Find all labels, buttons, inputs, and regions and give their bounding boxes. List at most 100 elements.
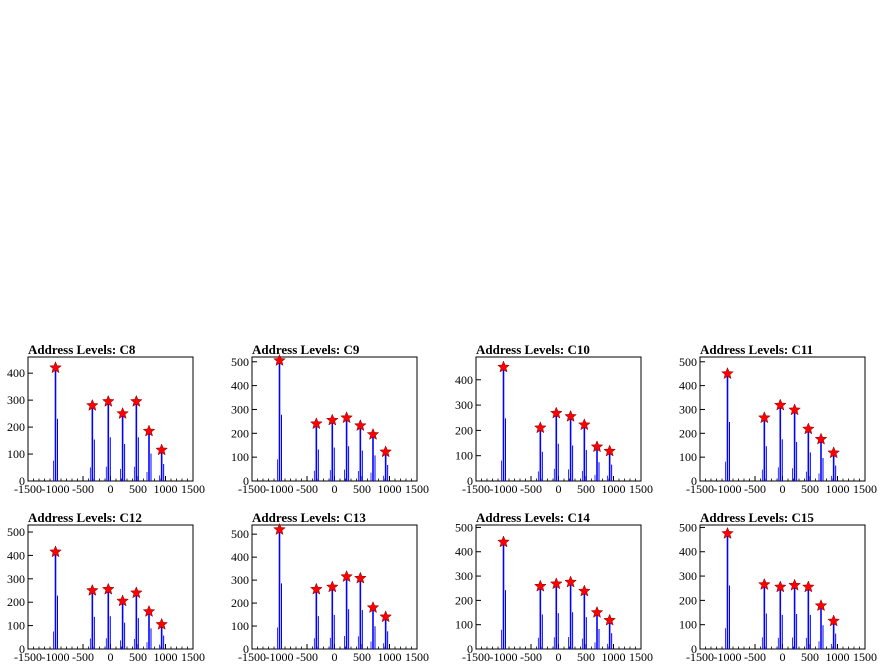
x-tick-label: 0: [780, 482, 786, 496]
y-tick-label: 300: [231, 402, 249, 416]
chart-panel: Address Levels: C14 0 100 200 300 400 500 -1500…: [455, 510, 653, 664]
chart-panel: Address Levels: C8 0 100 200 300 400 -1500 -100…: [7, 342, 205, 496]
x-tick-label: 500: [577, 482, 595, 496]
peak-marker: [309, 417, 323, 430]
peak-marker: [814, 599, 828, 612]
y-tick-label: 300: [7, 572, 25, 586]
peak-marker: [564, 575, 577, 588]
peak-marker: [757, 411, 771, 424]
x-tick-label: 1000: [378, 482, 402, 496]
y-tick-label: 100: [231, 619, 249, 633]
x-tick-label: 500: [577, 650, 595, 664]
x-tick-label: -1000: [714, 650, 742, 664]
peak-marker: [273, 353, 286, 366]
x-tick-label: 0: [556, 482, 562, 496]
x-tick-label: -1500: [462, 650, 490, 664]
peak-marker: [814, 432, 828, 445]
y-tick-label: 300: [231, 573, 249, 587]
x-tick-label: 1000: [602, 482, 626, 496]
peak-marker: [549, 577, 563, 590]
y-tick-label: 100: [7, 619, 25, 633]
y-tick-label: 100: [455, 449, 473, 463]
peak-marker: [827, 614, 841, 627]
y-tick-label: 400: [7, 366, 25, 380]
y-tick-label: 400: [455, 373, 473, 387]
x-tick-label: 500: [129, 482, 147, 496]
peak-marker: [533, 579, 547, 592]
x-tick-label: -1000: [490, 650, 518, 664]
x-tick-label: -500: [296, 650, 318, 664]
x-tick-label: 1000: [826, 482, 850, 496]
peak-marker: [273, 522, 286, 536]
peak-marker: [116, 594, 129, 607]
peak-marker: [827, 446, 841, 459]
peak-marker: [340, 569, 353, 583]
x-tick-label: -500: [72, 650, 94, 664]
x-tick-label: 1000: [602, 650, 626, 664]
x-tick-label: -1500: [14, 650, 42, 664]
y-tick-label: 200: [679, 426, 697, 440]
y-tick-label: 0: [467, 474, 473, 488]
x-tick-label: 1500: [629, 482, 653, 496]
peak-marker: [366, 600, 380, 614]
chart-panel: Address Levels: C12 0 100 200 300 400 500 -1500…: [7, 510, 205, 664]
peak-marker: [155, 617, 169, 630]
peak-marker: [549, 406, 563, 419]
x-tick-label: 0: [332, 482, 338, 496]
y-tick-label: 100: [231, 450, 249, 464]
peak-marker: [142, 424, 156, 437]
x-tick-label: -1500: [462, 482, 490, 496]
x-tick-label: 500: [353, 650, 371, 664]
x-tick-label: 1500: [405, 482, 429, 496]
peak-marker: [155, 443, 169, 456]
y-tick-label: 200: [7, 420, 25, 434]
peak-marker: [116, 406, 129, 420]
peak-marker: [85, 583, 99, 596]
y-tick-label: 500: [679, 355, 697, 369]
chart-panel: Address Levels: C15 0 100 200 300 400 500 -1500…: [679, 510, 877, 664]
x-tick-label: 1500: [853, 650, 877, 664]
y-tick-label: 400: [455, 545, 473, 559]
peak-marker: [721, 526, 734, 539]
x-tick-label: -500: [520, 650, 542, 664]
peak-marker: [325, 413, 339, 426]
x-tick-label: -1000: [490, 482, 518, 496]
x-tick-label: -1500: [14, 482, 42, 496]
y-tick-label: 0: [243, 642, 249, 656]
peak-marker: [590, 605, 604, 618]
chart-panel: Address Levels: C11 0 100 200 300 400 500 -1500…: [679, 342, 877, 496]
y-tick-label: 100: [455, 618, 473, 632]
x-tick-label: 500: [353, 482, 371, 496]
chart-title: Address Levels: C13: [252, 510, 366, 525]
y-tick-label: 400: [231, 379, 249, 393]
x-tick-label: 0: [108, 650, 114, 664]
x-tick-label: -500: [296, 482, 318, 496]
peak-marker: [497, 535, 510, 548]
y-tick-label: 0: [691, 474, 697, 488]
y-tick-label: 100: [7, 447, 25, 461]
peak-marker: [101, 582, 115, 595]
x-tick-label: -500: [72, 482, 94, 496]
y-tick-label: 300: [7, 393, 25, 407]
x-tick-label: 500: [129, 650, 147, 664]
x-tick-label: -500: [744, 482, 766, 496]
y-tick-label: 200: [7, 595, 25, 609]
x-tick-label: 1000: [826, 650, 850, 664]
x-tick-label: -1500: [686, 482, 714, 496]
y-tick-label: 500: [679, 520, 697, 534]
chart-panel: Address Levels: C13 0 100 200 300 400 500 -1500…: [231, 510, 429, 664]
peak-marker: [379, 610, 393, 623]
peak-marker: [366, 427, 380, 440]
x-tick-label: 1000: [154, 482, 178, 496]
y-tick-label: 0: [467, 642, 473, 656]
chart-panel: Address Levels: C90100200300400500-1500-…: [231, 342, 429, 496]
peak-marker: [497, 360, 510, 373]
x-tick-label: 1500: [629, 650, 653, 664]
chart-title: Address Levels: C12: [28, 510, 142, 525]
peak-marker: [801, 422, 815, 435]
peak-marker: [788, 578, 801, 591]
peak-marker: [85, 398, 99, 411]
y-tick-label: 200: [231, 596, 249, 610]
peak-marker: [577, 584, 591, 597]
